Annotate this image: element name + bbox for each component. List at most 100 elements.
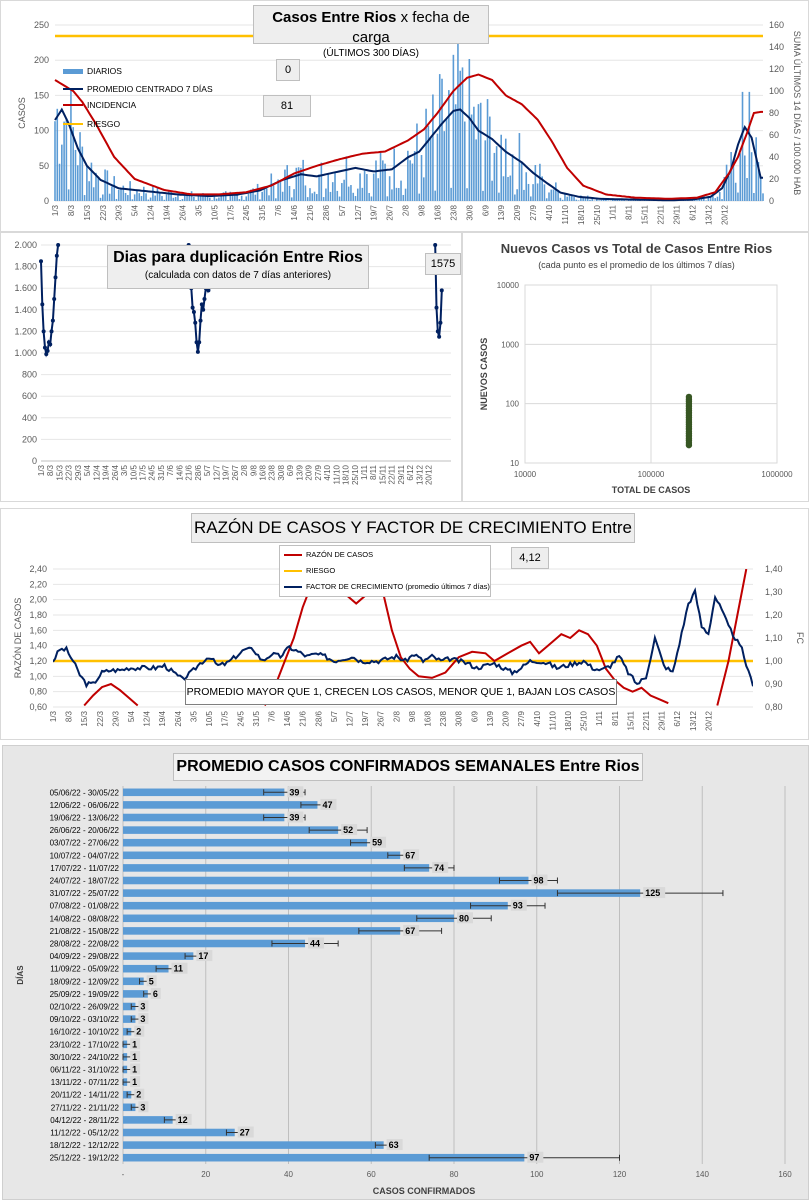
chart3-subtitle: (cada punto es el promedio de los último… [538, 260, 735, 270]
daily-bar [92, 187, 95, 201]
daily-bar [463, 121, 466, 201]
x-tick-label: 30/8 [455, 710, 464, 726]
category-label: 23/10/22 - 17/10/22 [50, 1040, 120, 1049]
daily-bar [500, 134, 502, 201]
x-tick-label: 60 [367, 1170, 376, 1179]
growth-factor-line [53, 587, 753, 689]
y2-tick-label: 1,00 [765, 656, 783, 666]
y-tick-label: 10000 [497, 281, 520, 290]
data-label-bg [138, 1000, 149, 1012]
daily-bar [591, 198, 594, 201]
data-label-bg [320, 798, 337, 810]
daily-bar [514, 194, 516, 201]
daily-bar [548, 192, 550, 201]
category-label: 21/08/22 - 15/08/22 [50, 927, 120, 936]
x-tick-label: 20 [201, 1170, 210, 1179]
daily-bar [158, 192, 161, 201]
category-label: 02/10/22 - 26/09/22 [50, 1003, 120, 1012]
weekly-bar [123, 927, 401, 935]
x-tick-label: 29/11 [658, 710, 667, 730]
daily-bar [466, 188, 468, 201]
x-tick-label: 10/5 [205, 710, 214, 726]
y2-tick-label: 0,90 [765, 679, 783, 689]
x-tick-label: 22/3 [96, 710, 105, 726]
x-tick-label: 80 [450, 1170, 459, 1179]
daily-bar [297, 167, 300, 201]
x-tick-label: 29/11 [672, 204, 681, 224]
y-tick-label: 600 [22, 391, 37, 401]
daily-bar [509, 175, 512, 201]
daily-bar [580, 195, 582, 201]
doubling-point [49, 329, 54, 334]
daily-bar [65, 118, 68, 201]
daily-bar [525, 172, 528, 201]
weekly-bar [123, 851, 401, 860]
daily-bar [83, 195, 86, 201]
daily-bar [454, 104, 457, 201]
weekly-bar [123, 990, 148, 998]
weekly-bar [123, 901, 508, 910]
chart2-subtitle: (calculada con datos de 7 días anteriore… [144, 270, 332, 281]
daily-bar [409, 160, 411, 201]
daily-bar [67, 189, 70, 201]
x-tick-label: 31/5 [252, 710, 261, 726]
x-tick-label: 26/4 [178, 204, 187, 220]
x-tick-label: 26/7 [386, 204, 395, 220]
daily-bar [452, 54, 455, 202]
y-tick-label: 0 [32, 456, 37, 466]
category-label: 18/09/22 - 12/09/22 [50, 977, 120, 986]
x-tick-label: 7/6 [267, 710, 276, 722]
daily-bar [240, 195, 243, 201]
daily-bar [356, 188, 359, 201]
daily-bar [122, 185, 125, 201]
daily-bar [99, 197, 102, 201]
daily-bar [564, 193, 566, 201]
case-ratio-line [333, 578, 669, 705]
y-tick-label: 800 [22, 370, 37, 380]
cases-chart-panel: 0 50 100 150 200 250 0 20 40 60 80 100 120 140 160 CASO… [0, 0, 809, 232]
x-tick-label: 3/5 [120, 464, 129, 476]
data-label: 1 [132, 1065, 137, 1075]
data-label-bg [237, 1126, 254, 1138]
doubling-point [198, 318, 203, 323]
x-tick-label: 9/8 [249, 464, 258, 476]
daily-bar [113, 176, 115, 201]
daily-bar [728, 176, 730, 201]
legend-risk-swatch [284, 570, 302, 573]
x-tick-label: 6/12 [406, 464, 415, 480]
data-label: 93 [513, 901, 523, 911]
daily-bar [759, 176, 762, 201]
daily-bar [197, 195, 200, 201]
daily-bar [427, 125, 430, 201]
x-tick-label: 25/10 [351, 464, 360, 485]
daily-bar [95, 172, 97, 201]
category-label: 17/07/22 - 11/07/22 [50, 864, 119, 873]
y-axis-label: CASOS [17, 97, 27, 129]
data-label-bg [130, 1076, 141, 1088]
x-tick-label: 15/11 [641, 204, 650, 224]
weekly-bar [123, 977, 144, 986]
data-label: 39 [289, 813, 299, 823]
daily-bar [582, 197, 584, 201]
x-tick-label: 14/6 [290, 204, 299, 220]
daily-bar [186, 193, 188, 201]
daily-bar [734, 182, 737, 201]
y-tick-label: 0 [44, 196, 49, 206]
x-tick-label: 9/8 [418, 204, 427, 216]
daily-bar [220, 193, 222, 201]
daily-bar [486, 99, 489, 201]
y-tick-label: 2,20 [29, 579, 47, 589]
x-tick-label: 25/10 [580, 710, 589, 731]
y2-tick-label: 100 [769, 86, 784, 96]
daily-bar [402, 194, 405, 201]
chart1-subtitle: (ÚLTIMOS 300 DÍAS) [323, 48, 419, 59]
daily-bar [120, 187, 122, 201]
daily-bar [530, 196, 532, 201]
x-tick-label: 4/10 [545, 204, 554, 220]
x-tick-label: 2/8 [392, 710, 401, 722]
daily-bar [611, 199, 614, 201]
daily-bar [397, 188, 400, 201]
daily-bar [739, 153, 742, 201]
daily-bar [520, 161, 523, 201]
y-tick-label: 2.000 [14, 240, 37, 250]
